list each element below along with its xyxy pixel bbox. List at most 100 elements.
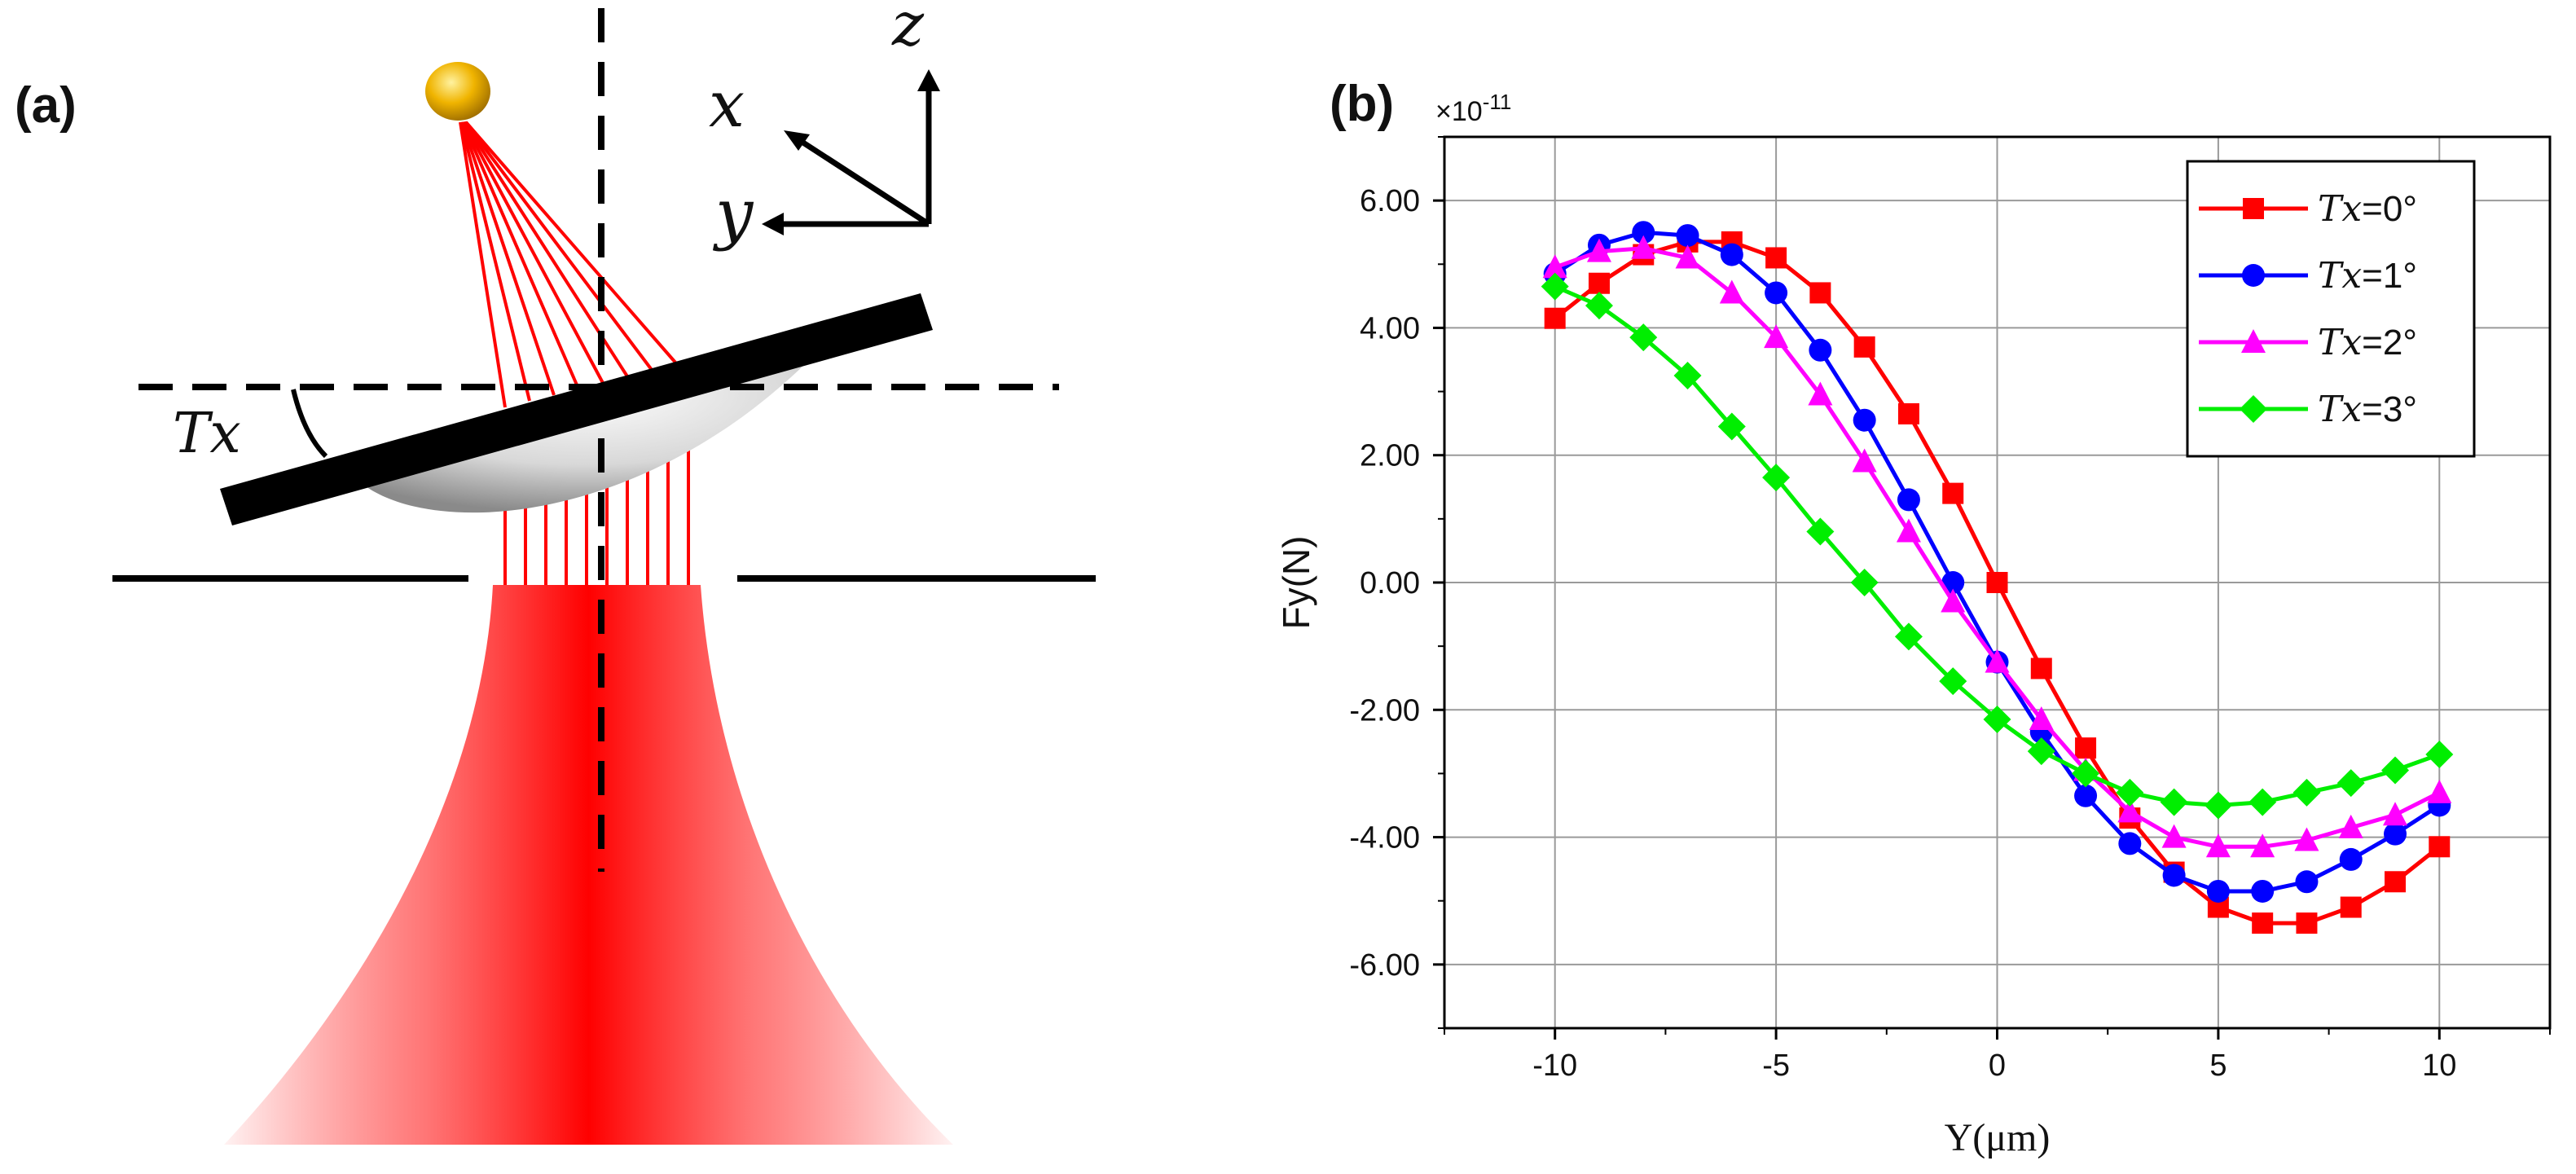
microsphere [425, 62, 490, 121]
z-axis-label: z [891, 0, 925, 59]
data-point [2251, 879, 2275, 903]
data-point [1896, 518, 1921, 543]
data-point [1762, 464, 1791, 492]
legend-label: Tx=2° [2318, 322, 2417, 363]
x-tick-label: 5 [2209, 1049, 2227, 1083]
data-point [1585, 292, 1613, 320]
data-point [1986, 572, 2008, 593]
panel-a-diagram: (a) [15, 0, 1096, 1145]
legend-marker [2242, 264, 2265, 287]
data-point [1588, 272, 1610, 294]
legend-entry: Tx=2° [2199, 322, 2417, 363]
data-point [2381, 756, 2410, 785]
y-tick-label: 4.00 [1360, 311, 1420, 345]
y-tick-label: -2.00 [1349, 693, 1420, 728]
x-tick-label: 0 [1989, 1049, 2006, 1083]
legend-entry: Tx=3° [2199, 389, 2417, 430]
focused-rays [459, 121, 678, 408]
tilted-plate [220, 293, 933, 525]
data-point [1719, 279, 1744, 304]
data-point [1586, 238, 1611, 262]
plot-frame [1443, 135, 2552, 1030]
data-point [2296, 912, 2318, 934]
data-point [1941, 588, 1966, 613]
data-point [1765, 247, 1787, 269]
tilt-label: Tx [173, 402, 241, 466]
axis-ticks: -10 -5 0 5 10 -6.00 -4.00 -2.00 0.00 2.00 4.00 6.00 [1349, 136, 2551, 1083]
data-point [1941, 571, 1965, 594]
data-point [1897, 488, 1920, 512]
data-point [1808, 381, 1833, 406]
data-point [2205, 833, 2231, 858]
data-point [1631, 235, 1656, 259]
data-point [2072, 759, 2100, 788]
data-point [2204, 791, 2232, 820]
data-point [1809, 282, 1831, 304]
data-point [2030, 657, 2052, 679]
data-point [1676, 224, 1699, 248]
legend-entry: Tx=1° [2199, 255, 2417, 297]
data-point [1675, 244, 1700, 269]
data-point [2295, 870, 2319, 894]
data-point [1542, 254, 1567, 279]
data-point [1942, 482, 1964, 504]
data-point [2160, 788, 2188, 816]
legend: Tx=0° Tx=1° Tx=2° Tx=3° [2186, 160, 2476, 458]
data-point [1764, 324, 1789, 349]
legend-label: Tx=3° [2318, 389, 2417, 430]
y-axis-title: Fy(N) [1275, 536, 1317, 630]
data-point [2384, 822, 2407, 846]
data-point [2029, 706, 2054, 731]
x-axis-label: x [709, 68, 745, 142]
data-point [2206, 879, 2230, 903]
x-tick-label: 10 [2422, 1049, 2456, 1083]
data-point [2252, 912, 2274, 934]
data-point [1853, 336, 1875, 358]
data-point [1894, 622, 1923, 651]
data-point [1983, 706, 2011, 734]
data-point [1850, 569, 1879, 596]
data-point [1717, 412, 1746, 441]
data-point [2074, 784, 2098, 807]
data-point [2294, 827, 2319, 851]
data-point [1809, 338, 1832, 362]
series-3 [1541, 272, 2454, 820]
x-axis-title: Y(μm) [1945, 1116, 2051, 1159]
legend-label: Tx=0° [2318, 188, 2417, 230]
data-point [1632, 221, 1655, 244]
data-point [1720, 243, 1743, 266]
data-point [1939, 667, 1967, 696]
data-point [2075, 737, 2097, 759]
y-tick-label: 6.00 [1360, 184, 1420, 218]
panel-b-chart: (b) ×10-11 -10 -5 0 5 10 -6.00 -4.00 -2.00 0.00 2… [1275, 76, 2552, 1159]
y-tick-label: -4.00 [1349, 821, 1420, 855]
legend-marker [2240, 395, 2267, 423]
data-point [2385, 871, 2407, 893]
series-2 [1542, 235, 2452, 858]
series-layer [1541, 221, 2454, 934]
x-tick-label: -5 [1762, 1049, 1790, 1083]
data-point [2118, 832, 2142, 855]
y-tick-label: -6.00 [1349, 948, 1420, 983]
x-tick-label: -10 [1532, 1049, 1577, 1083]
data-point [1629, 323, 1658, 352]
data-point [2162, 864, 2186, 887]
z-arrowhead [917, 69, 940, 91]
y-tick-label: 0.00 [1360, 566, 1420, 600]
legend-label: Tx=1° [2318, 255, 2417, 297]
data-point [1544, 307, 1566, 329]
y-axis-label: y [712, 175, 754, 253]
legend-marker [2243, 198, 2264, 219]
data-point [2427, 779, 2452, 803]
lens [358, 363, 807, 513]
data-point [2340, 896, 2362, 918]
panel-b-label: (b) [1330, 76, 1394, 132]
panel-a-label: (a) [15, 77, 77, 134]
data-point [1765, 281, 1788, 305]
y-arrowhead [762, 213, 784, 235]
legend-marker [2241, 329, 2266, 353]
data-point [1852, 448, 1877, 473]
data-point [2027, 737, 2055, 766]
data-point [2339, 847, 2363, 871]
